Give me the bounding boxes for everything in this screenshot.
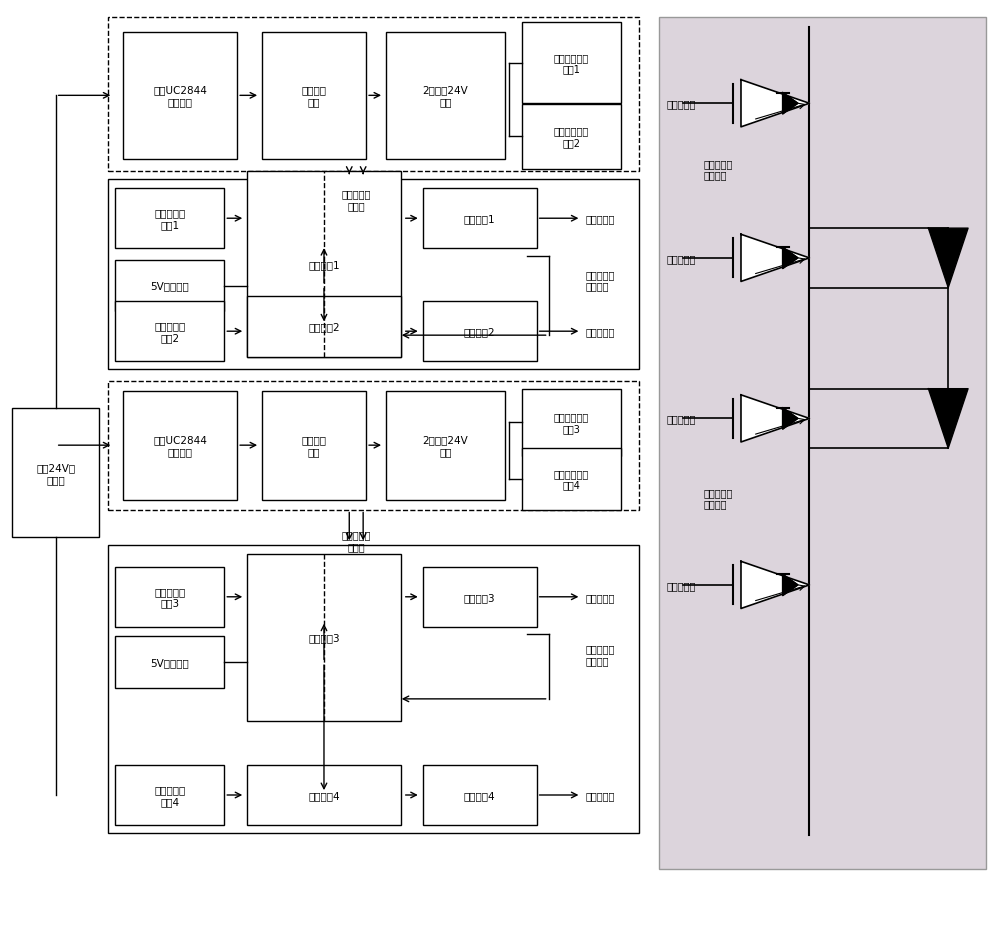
Text: 第二路短路
保护检测: 第二路短路 保护检测 <box>703 487 733 509</box>
Text: 控制器驱动
信号4: 控制器驱动 信号4 <box>154 784 185 806</box>
Text: 第二路驱动: 第二路驱动 <box>585 327 615 337</box>
Text: 两路独立驱
动电源: 两路独立驱 动电源 <box>342 189 371 211</box>
Bar <box>115 303 224 362</box>
Text: 半桥反激
电路: 半桥反激 电路 <box>302 85 327 107</box>
Bar <box>386 32 505 160</box>
Polygon shape <box>741 561 809 609</box>
Text: 第四路驱动: 第四路驱动 <box>585 790 615 800</box>
Text: 第四路驱动: 第四路驱动 <box>667 580 696 590</box>
Polygon shape <box>783 408 798 430</box>
Bar <box>108 179 639 369</box>
Bar <box>522 389 621 457</box>
Bar <box>123 392 237 500</box>
Bar <box>115 766 224 825</box>
Bar <box>247 296 401 357</box>
Bar <box>423 189 537 249</box>
Bar <box>108 381 639 510</box>
Bar <box>659 18 986 870</box>
Bar <box>115 637 224 689</box>
Bar <box>115 189 224 249</box>
Text: 基于UC2844
控制回路: 基于UC2844 控制回路 <box>153 85 207 107</box>
Text: 推挽放大2: 推挽放大2 <box>464 327 495 337</box>
Text: 光耦隔离4: 光耦隔离4 <box>308 790 340 800</box>
Bar <box>423 303 537 362</box>
Bar <box>247 172 401 357</box>
Bar <box>108 546 639 832</box>
Text: 第一路短路
保护检测: 第一路短路 保护检测 <box>703 159 733 180</box>
Bar <box>115 567 224 626</box>
Polygon shape <box>928 229 968 289</box>
Text: 第一路驱动: 第一路驱动 <box>585 214 615 224</box>
Bar <box>247 766 401 825</box>
Text: 2路隔离24V
电源: 2路隔离24V 电源 <box>423 85 468 107</box>
Text: 5V直流电源: 5V直流电源 <box>150 281 189 291</box>
Text: 2路隔离24V
电源: 2路隔离24V 电源 <box>423 435 468 457</box>
Bar <box>262 392 366 500</box>
Bar <box>522 23 621 104</box>
Text: 半桥反激
电路: 半桥反激 电路 <box>302 435 327 457</box>
Text: 光耦隔离2: 光耦隔离2 <box>308 322 340 332</box>
Polygon shape <box>741 395 809 443</box>
Polygon shape <box>928 389 968 448</box>
Bar <box>386 392 505 500</box>
Text: 第一路驱动: 第一路驱动 <box>667 99 696 110</box>
Text: 推挽放大3: 推挽放大3 <box>464 592 495 602</box>
Text: 驱动正、负压
电路2: 驱动正、负压 电路2 <box>554 126 589 148</box>
Text: 第三路驱动: 第三路驱动 <box>667 414 696 424</box>
Text: 第一路短路
保护检测: 第一路短路 保护检测 <box>585 269 615 291</box>
Bar <box>123 32 237 160</box>
Text: 两路独立驱
动电源: 两路独立驱 动电源 <box>342 530 371 551</box>
Bar <box>423 567 537 626</box>
Polygon shape <box>783 248 798 269</box>
Text: 驱动正、负压
电路3: 驱动正、负压 电路3 <box>554 412 589 433</box>
Bar <box>522 448 621 510</box>
Text: 推挽放大4: 推挽放大4 <box>464 790 495 800</box>
Bar <box>108 18 639 172</box>
Polygon shape <box>783 94 798 115</box>
Text: 5V直流电源: 5V直流电源 <box>150 658 189 667</box>
Text: 控制器驱动
信号1: 控制器驱动 信号1 <box>154 208 185 230</box>
Text: 控制器驱动
信号2: 控制器驱动 信号2 <box>154 321 185 342</box>
Text: 外供24V直
流电源: 外供24V直 流电源 <box>36 463 75 484</box>
Text: 第二路短路
保护检测: 第二路短路 保护检测 <box>585 644 615 665</box>
Bar <box>423 766 537 825</box>
Text: 推挽放大1: 推挽放大1 <box>464 214 495 224</box>
Text: 光耦隔离1: 光耦隔离1 <box>308 260 340 269</box>
Text: 基于UC2844
控制回路: 基于UC2844 控制回路 <box>153 435 207 457</box>
Text: 光耦隔离3: 光耦隔离3 <box>308 633 340 643</box>
Bar <box>522 105 621 170</box>
Polygon shape <box>783 574 798 596</box>
Bar <box>12 409 99 537</box>
Bar <box>247 555 401 721</box>
Text: 第三路驱动: 第三路驱动 <box>585 592 615 602</box>
Text: 驱动正、负压
电路4: 驱动正、负压 电路4 <box>554 469 589 490</box>
Text: 控制器驱动
信号3: 控制器驱动 信号3 <box>154 586 185 608</box>
Text: 第二路驱动: 第二路驱动 <box>667 253 696 264</box>
Text: 驱动正、负压
电路1: 驱动正、负压 电路1 <box>554 53 589 74</box>
Polygon shape <box>741 235 809 282</box>
Bar <box>262 32 366 160</box>
Bar <box>115 261 224 312</box>
Polygon shape <box>741 81 809 128</box>
